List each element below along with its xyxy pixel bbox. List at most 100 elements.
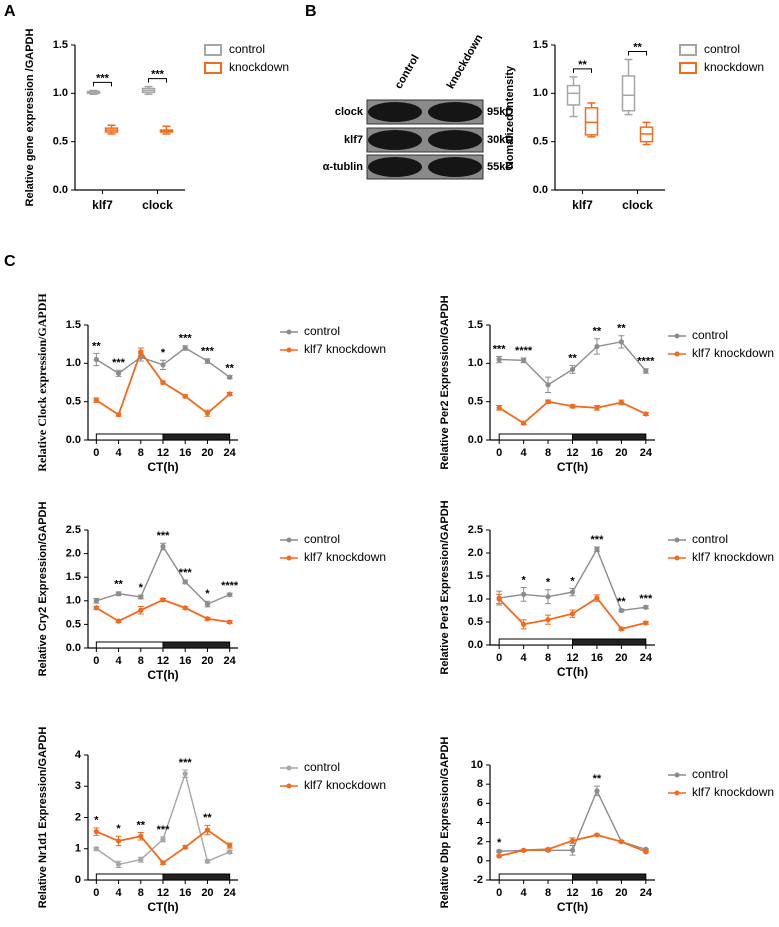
x-axis-label: CT(h) (147, 900, 178, 914)
x-tick-label: 12 (566, 652, 578, 664)
x-tick-label: 16 (591, 652, 603, 664)
marker (160, 543, 166, 550)
y-tick-label: 0.5 (468, 396, 483, 408)
sig-annotation: * (161, 347, 166, 359)
panel-label: B (305, 3, 317, 20)
marker (138, 594, 144, 600)
y-tick-label: 0.0 (533, 184, 548, 196)
box (584, 107, 599, 136)
y-tick-label: 1.0 (66, 595, 81, 607)
legend-label: control (229, 42, 265, 56)
y-tick-label: 1.0 (53, 87, 68, 99)
marker (545, 846, 551, 852)
y-tick-label: 1 (75, 843, 81, 855)
legend-marker (674, 790, 680, 796)
legend-label: control (692, 532, 728, 546)
sig-annotation: *** (179, 333, 193, 345)
marker (521, 420, 527, 426)
y-tick-label: 0.5 (53, 136, 68, 148)
x-tick-label: 20 (615, 652, 627, 664)
y-tick-label: 1.5 (468, 319, 483, 331)
x-tick-label: 0 (93, 447, 99, 459)
y-tick-label: 0.0 (66, 642, 81, 654)
x-tick-label: 20 (201, 655, 213, 667)
blot-band (428, 157, 482, 177)
x-axis-label: CT(h) (557, 900, 588, 914)
x-tick-label: 16 (179, 655, 191, 667)
y-tick-label: -2 (473, 874, 483, 886)
marker (618, 399, 624, 406)
sig-bracket (93, 81, 112, 87)
legend-label: klf7 knockdown (304, 778, 386, 792)
x-axis-label: CT(h) (557, 460, 588, 474)
light-phase (95, 641, 164, 649)
legend-label: knockdown (704, 60, 764, 74)
marker (545, 594, 551, 600)
x-tick-label: 4 (521, 887, 528, 899)
y-tick-label: 2.0 (66, 548, 81, 560)
y-tick-label: 1.0 (533, 87, 548, 99)
marker (115, 370, 122, 376)
y-axis-label: Relative Per3 Expression/GAPDH (439, 500, 451, 674)
legend-marker (674, 351, 680, 357)
y-axis-label: Relative Clock expression/GAPDH (35, 293, 49, 472)
light-phase (498, 433, 573, 441)
marker (204, 827, 211, 833)
x-tick-label: 20 (201, 887, 213, 899)
y-tick-label: 1.5 (66, 571, 81, 583)
x-tick-label: 24 (224, 655, 237, 667)
x-tick-label: 4 (521, 652, 528, 664)
x-axis-label: CT(h) (557, 665, 588, 679)
legend-label: control (692, 328, 728, 342)
y-tick-label: 2.5 (468, 524, 483, 536)
y-tick-label: 0.0 (53, 184, 68, 196)
marker (618, 339, 624, 345)
blot-row-label: klf7 (344, 134, 363, 146)
sig-annotation: *** (591, 534, 605, 546)
marker (496, 405, 502, 411)
y-tick-label: 10 (471, 759, 483, 771)
marker (93, 356, 99, 363)
sig-annotation: *** (179, 567, 193, 579)
sig-annotation: ** (617, 323, 626, 335)
x-tick-label: 20 (201, 447, 213, 459)
marker (496, 848, 502, 854)
marker (93, 846, 99, 852)
sig-annotation: **** (221, 580, 239, 592)
y-tick-label: 1.5 (533, 39, 548, 51)
blot-band (428, 102, 482, 122)
x-tick-label: 8 (545, 887, 551, 899)
sig-annotation: *** (112, 357, 126, 369)
legend-label: control (692, 767, 728, 781)
x-tick-label: 16 (179, 447, 191, 459)
marker (204, 616, 211, 622)
blot-band (428, 130, 482, 150)
sig-annotation: * (497, 837, 502, 849)
x-tick-label: 4 (521, 447, 528, 459)
sig-annotation: * (205, 588, 210, 600)
legend-label: klf7 knockdown (692, 785, 774, 799)
sig-bracket (628, 51, 647, 56)
blot-size-label: 55kD (487, 161, 513, 173)
marker (138, 833, 144, 839)
marker (643, 849, 649, 855)
panel-label: C (4, 253, 16, 270)
marker (569, 838, 576, 844)
y-tick-label: 4 (75, 749, 82, 761)
y-tick-label: 0.5 (66, 396, 81, 408)
marker (182, 345, 188, 351)
light-phase (95, 873, 164, 881)
x-tick-label: 12 (157, 655, 169, 667)
legend-swatch (204, 44, 222, 56)
sig-annotation: ** (617, 596, 626, 608)
sig-annotation: ** (593, 773, 602, 785)
legend-marker (286, 783, 292, 789)
marker (594, 832, 600, 838)
marker (160, 836, 166, 842)
marker (227, 849, 233, 855)
marker (594, 546, 600, 552)
sig-annotation: *** (157, 530, 171, 542)
marker (545, 399, 551, 405)
legend-marker (674, 555, 680, 561)
light-phase (498, 873, 573, 881)
